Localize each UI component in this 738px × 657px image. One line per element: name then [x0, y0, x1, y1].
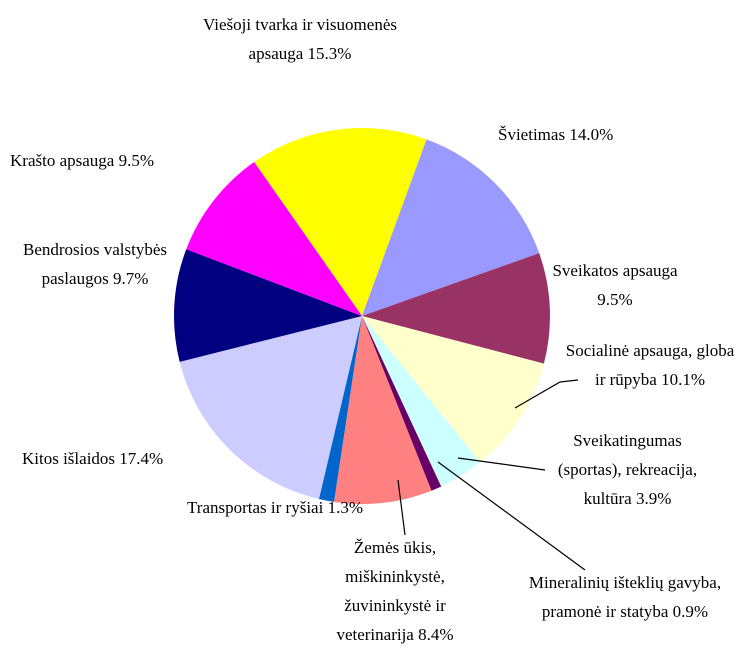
value-label: 17.4% — [119, 449, 164, 468]
pie-slice — [362, 139, 540, 316]
category-name: Švietimas — [498, 125, 566, 144]
pie-slice — [173, 249, 362, 362]
pie-slice — [254, 128, 427, 316]
value-label: 1.3% — [327, 498, 363, 517]
category-name: Socialinė apsauga, globa ir rūpyba — [565, 341, 735, 389]
category-name: Viešoji tvarka ir visuomenės apsauga — [203, 15, 397, 63]
slice-label: Transportas ir ryšiai 1.3% — [185, 493, 365, 522]
slice-label: Mineralinių išteklių gavyba, pramonė ir … — [520, 568, 730, 626]
leader-line — [457, 457, 546, 471]
category-name: Transportas ir ryšiai — [187, 498, 324, 517]
slice-label: Sveikatingumas (sportas), rekreacija, ku… — [540, 426, 715, 513]
slice-label: Viešoji tvarka ir visuomenės apsauga 15.… — [200, 10, 400, 68]
value-label: 14.0% — [569, 125, 614, 144]
value-label: 9.7% — [112, 269, 149, 288]
slice-label: Kitos išlaidos 17.4% — [22, 444, 272, 473]
pie-slice — [318, 316, 362, 502]
pie-slice — [179, 316, 362, 500]
pie-slice — [362, 316, 442, 491]
pie-slice — [362, 253, 550, 364]
pie-slice — [334, 316, 432, 505]
value-label: 8.4% — [418, 625, 454, 644]
category-name: Sveikatos apsauga — [552, 261, 678, 280]
category-name: Žemės ūkis, miškininkystė, žuvininkystė … — [336, 538, 446, 644]
slice-label: Žemės ūkis, miškininkystė, žuvininkystė … — [315, 533, 475, 649]
value-label: 3.9% — [635, 489, 672, 508]
category-name: Sveikatingumas (sportas), rekreacija, ku… — [557, 431, 698, 508]
pie-slice — [186, 161, 362, 316]
slice-label: Krašto apsauga 9.5% — [10, 146, 260, 175]
value-label: 10.1% — [661, 370, 705, 389]
leader-line — [437, 461, 586, 571]
category-name: Mineralinių išteklių gavyba, pramonė ir … — [528, 573, 722, 621]
category-name: Krašto apsauga — [10, 151, 115, 170]
pie-slice — [362, 316, 544, 463]
pie-slice — [362, 316, 481, 487]
slice-label: Bendrosios valstybės paslaugos 9.7% — [15, 235, 175, 293]
slice-label: Socialinė apsauga, globa ir rūpyba 10.1% — [565, 336, 735, 394]
slice-label: Švietimas 14.0% — [498, 120, 698, 149]
slice-label: Sveikatos apsauga 9.5% — [535, 256, 695, 314]
leader-line — [397, 479, 406, 536]
leader-line — [514, 379, 579, 409]
value-label: 0.9% — [672, 602, 709, 621]
value-label: 9.5% — [597, 290, 633, 309]
value-label: 9.5% — [118, 151, 154, 170]
value-label: 15.3% — [307, 44, 352, 63]
category-name: Kitos išlaidos — [22, 449, 116, 468]
category-name: Bendrosios valstybės paslaugos — [22, 240, 168, 288]
